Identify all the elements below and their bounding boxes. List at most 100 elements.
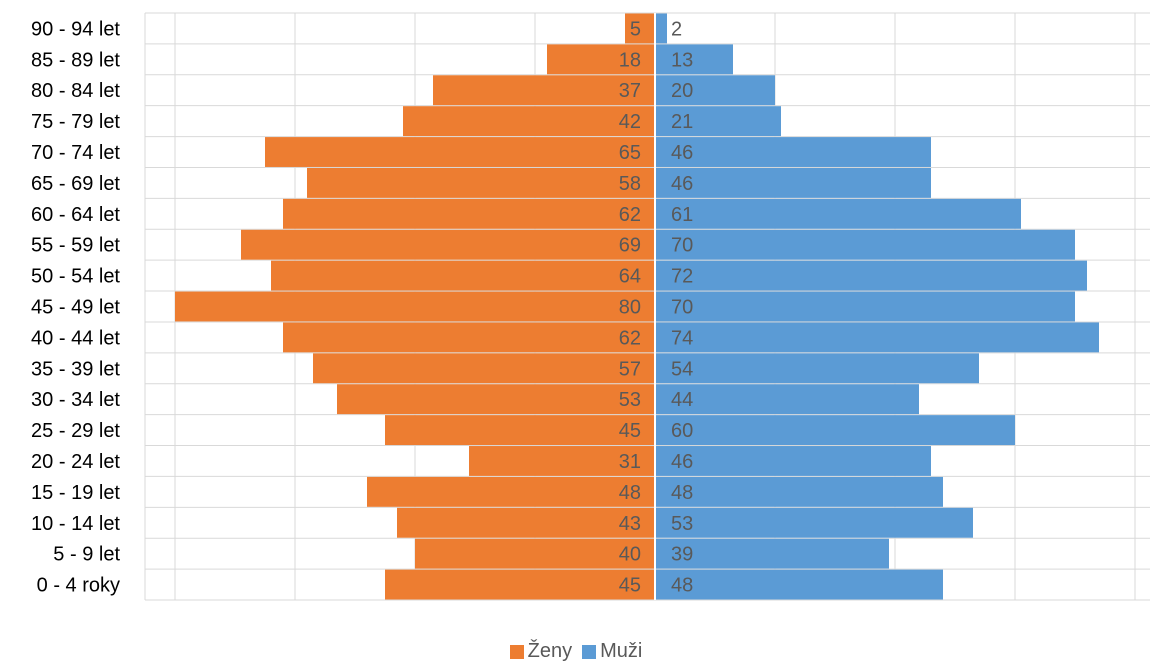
data-label-zeny: 40 (619, 544, 641, 566)
data-label-muzi: 48 (671, 482, 693, 504)
bar-muzi (655, 75, 775, 106)
bar-muzi (655, 476, 943, 507)
legend-swatch-zeny (509, 644, 524, 659)
data-label-zeny: 64 (619, 266, 641, 288)
data-label-muzi: 60 (671, 420, 693, 442)
bar-muzi (655, 322, 1099, 353)
data-label-zeny: 43 (619, 513, 641, 535)
data-label-muzi: 46 (671, 142, 693, 164)
data-label-zeny: 80 (619, 297, 641, 319)
data-label-muzi: 61 (671, 204, 693, 226)
bar-muzi (655, 507, 973, 538)
legend-label-muzi: Muži (600, 640, 643, 662)
category-label: 65 - 69 let (31, 173, 120, 195)
data-label-zeny: 45 (619, 420, 641, 442)
bar-zeny (415, 538, 655, 569)
bar-muzi (655, 106, 781, 137)
category-label: 30 - 34 let (31, 389, 120, 411)
data-label-muzi: 70 (671, 235, 693, 257)
bar-muzi (655, 137, 931, 167)
bar-zeny (367, 476, 655, 507)
data-label-muzi: 13 (671, 49, 693, 71)
data-label-muzi: 54 (671, 358, 693, 380)
data-label-zeny: 57 (619, 358, 641, 380)
data-label-zeny: 31 (619, 451, 641, 473)
data-label-muzi: 39 (671, 544, 693, 566)
category-label: 10 - 14 let (31, 513, 120, 535)
bar-muzi (655, 198, 1021, 229)
category-label: 40 - 44 let (31, 327, 120, 349)
data-label-zeny: 53 (619, 389, 641, 411)
data-label-muzi: 21 (671, 111, 693, 133)
category-label: 50 - 54 let (31, 266, 120, 288)
bar-muzi (655, 13, 667, 44)
category-label: 55 - 59 let (31, 235, 120, 257)
bar-muzi (655, 229, 1075, 260)
bar-muzi (655, 353, 979, 384)
bar-muzi (655, 44, 733, 75)
legend-swatch-muzi (582, 644, 597, 659)
data-label-zeny: 48 (619, 482, 641, 504)
legend-item-zeny: Ženy (509, 640, 573, 663)
data-label-zeny: 62 (619, 204, 641, 226)
data-label-zeny: 45 (619, 575, 641, 597)
bar-zeny (175, 291, 655, 322)
category-label: 45 - 49 let (31, 297, 120, 319)
bar-zeny (385, 415, 655, 446)
category-label: 25 - 29 let (31, 420, 120, 442)
bar-zeny (283, 198, 655, 229)
bar-zeny (625, 13, 655, 44)
bar-zeny (433, 75, 655, 106)
data-label-zeny: 37 (619, 80, 641, 102)
bar-zeny (307, 167, 655, 198)
category-label: 35 - 39 let (31, 358, 120, 380)
data-label-muzi: 70 (671, 297, 693, 319)
bar-muzi (655, 384, 919, 415)
bar-zeny (313, 353, 655, 384)
bar-muzi (655, 569, 943, 600)
data-label-muzi: 48 (671, 575, 693, 597)
legend-label-zeny: Ženy (527, 640, 573, 662)
data-label-muzi: 74 (671, 327, 693, 349)
category-label: 5 - 9 let (53, 544, 120, 566)
bar-muzi (655, 260, 1087, 291)
data-label-muzi: 44 (671, 389, 693, 411)
bar-muzi (655, 538, 889, 569)
category-label: 70 - 74 let (31, 142, 120, 164)
bar-muzi (655, 167, 931, 198)
bar-zeny (385, 569, 655, 600)
legend: Ženy Muži (0, 640, 1152, 663)
category-label: 75 - 79 let (31, 111, 120, 133)
category-label: 90 - 94 let (31, 18, 120, 40)
data-label-zeny: 62 (619, 327, 641, 349)
data-label-zeny: 69 (619, 235, 641, 257)
data-label-muzi: 46 (671, 451, 693, 473)
data-label-muzi: 53 (671, 513, 693, 535)
bar-zeny (547, 44, 655, 75)
category-label: 60 - 64 let (31, 204, 120, 226)
bar-muzi (655, 291, 1075, 322)
data-label-muzi: 20 (671, 80, 693, 102)
bar-zeny (265, 137, 655, 167)
data-label-muzi: 72 (671, 266, 693, 288)
category-label: 80 - 84 let (31, 80, 120, 102)
data-label-zeny: 18 (619, 49, 641, 71)
category-label: 0 - 4 roky (37, 575, 120, 597)
data-label-muzi: 46 (671, 173, 693, 195)
bar-zeny (397, 507, 655, 538)
bar-zeny (241, 229, 655, 260)
category-label: 20 - 24 let (31, 451, 120, 473)
data-label-zeny: 42 (619, 111, 641, 133)
data-labels: 5 2 18 13 37 20 42 21 65 46 58 46 62 61 69 70 64 72 80 70 62… (619, 18, 694, 596)
category-label: 85 - 89 let (31, 49, 120, 71)
bar-zeny (337, 384, 655, 415)
data-label-zeny: 65 (619, 142, 641, 164)
bar-muzi (655, 415, 1015, 446)
bar-zeny (283, 322, 655, 353)
legend-item-muzi: Muži (582, 640, 642, 663)
data-label-zeny: 58 (619, 173, 641, 195)
category-axis-labels: 90 - 94 let 85 - 89 let 80 - 84 let 75 - 79… (31, 18, 120, 596)
bar-muzi (655, 446, 931, 476)
bar-zeny (403, 106, 655, 137)
